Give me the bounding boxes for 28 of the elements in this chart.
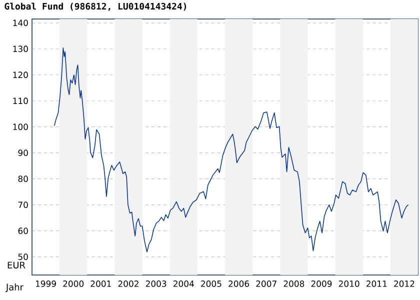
y-tick-label: 110 [13,98,28,104]
y-tick-label: 50 [18,254,28,260]
x-tick-label: 2000 [63,280,84,287]
line-series [54,47,409,252]
x-tick-label: 1999 [36,280,56,287]
x-tick-label: 2006 [228,280,250,287]
y-tick-label: 90 [18,150,28,156]
y-axis-title: EUR [8,262,26,268]
x-tick-label: 2007 [256,280,276,287]
chart-title: Global Fund (986812, LU0104143424) [4,2,186,11]
x-tick-label: 2012 [394,280,414,287]
x-tick-label: 2008 [284,280,304,287]
y-tick-label: 70 [18,202,28,208]
x-tick-label: 2009 [311,280,332,287]
x-tick-label: 2001 [90,280,111,287]
x-tick-label: 2011 [366,280,387,287]
y-tick-label: 130 [13,46,28,52]
y-tick-label: 140 [13,20,28,26]
x-axis-title: Jahr [6,284,24,292]
y-tick-label: 60 [18,228,28,234]
x-tick-label: 2002 [118,280,138,287]
x-tick-label: 2010 [338,280,360,287]
x-tick-label: 2004 [173,280,194,287]
y-tick-label: 100 [13,124,28,130]
y-tick-label: 120 [13,72,28,78]
x-tick-label: 2003 [146,280,166,287]
x-tick-label: 2005 [201,280,222,287]
y-tick-label: 80 [18,176,28,182]
